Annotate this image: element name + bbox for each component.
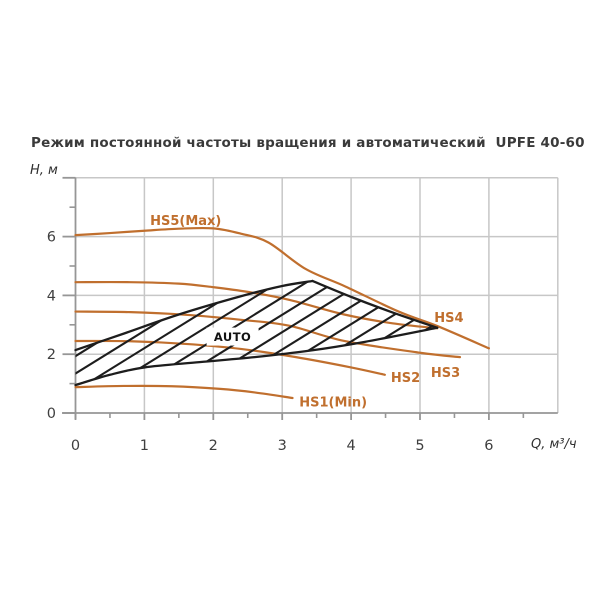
x-tick-label: 5: [415, 438, 424, 454]
curve-hs4: [74, 280, 439, 330]
auto-region-boundary: [74, 326, 439, 387]
hatch-line: [355, 280, 438, 386]
auto-region-boundary: [311, 279, 439, 329]
hatch-line: [75, 280, 435, 386]
hatch-line: [75, 280, 438, 386]
hatch-line: [243, 280, 438, 386]
curve-hs1min: [74, 384, 294, 400]
curve-label-hs5max: HS5(Max): [150, 214, 221, 229]
y-axis-label: H, м: [30, 163, 58, 178]
hatch-line: [496, 169, 600, 460]
x-tick-label: 6: [484, 438, 493, 454]
hatch-line: [75, 280, 295, 386]
auto-region-boundary: [74, 279, 314, 352]
auto-label-backing: [206, 327, 259, 346]
x-tick-label: 1: [140, 438, 149, 454]
curve-label-hs1min: HS1(Min): [299, 395, 367, 410]
hatch-line: [580, 169, 600, 460]
y-tick-label: 4: [47, 288, 56, 304]
y-tick-label: 2: [47, 347, 56, 363]
x-tick-label: 0: [71, 438, 80, 454]
hatch-line: [103, 280, 438, 386]
y-tick-label: 0: [47, 406, 56, 422]
x-tick-label: 2: [209, 438, 218, 454]
x-tick-label: 4: [346, 438, 355, 454]
hatch-line: [524, 169, 600, 460]
auto-region-hatch: [75, 169, 600, 460]
curve-label-hs4: HS4: [434, 311, 463, 326]
auto-label: AUTO: [214, 330, 252, 344]
hatch-line: [468, 169, 600, 460]
hatch-line: [75, 280, 438, 386]
curve-hs3: [74, 310, 462, 359]
hatch-line: [75, 280, 438, 386]
x-axis-label: Q, м³/ч: [531, 437, 577, 452]
hatch-line: [383, 280, 438, 386]
chart-title: Режим постоянной частоты вращения и авто…: [31, 135, 585, 151]
y-tick-label: 6: [47, 230, 56, 246]
hatch-line: [75, 280, 239, 386]
x-tick-label: 3: [278, 438, 287, 454]
hatch-line: [440, 169, 600, 460]
hatch-line: [75, 280, 438, 386]
curve-label-hs2: HS2: [391, 371, 420, 386]
curve-hs2: [74, 339, 386, 376]
curve-hs5max: [74, 226, 490, 350]
curve-label-hs3: HS3: [431, 366, 460, 381]
hatch-line: [131, 280, 438, 386]
hatch-line: [552, 169, 600, 460]
